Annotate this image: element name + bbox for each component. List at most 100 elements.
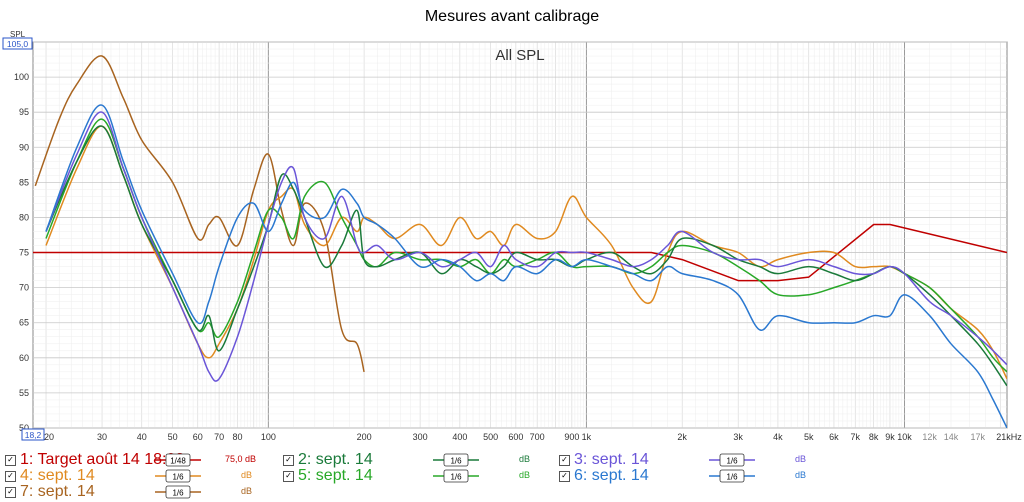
x-tick-label: 40 (137, 432, 147, 442)
legend-smoothing-label: 1/6 (172, 473, 184, 482)
x-tick-label: 4k (773, 432, 783, 442)
x-tick-label: 200 (357, 432, 372, 442)
legend-smoothing-box (165, 469, 191, 483)
x-tick-label: 700 (530, 432, 545, 442)
y-tick-label: 55 (19, 388, 29, 398)
legend-smoothing-label: 1/6 (450, 473, 462, 482)
x-tick-label: 6k (829, 432, 839, 442)
chart-subtitle: All SPL (495, 47, 544, 64)
legend-value: dB (795, 470, 807, 480)
x-tick-label: 400 (452, 432, 467, 442)
legend-label: 2: sept. 14 (298, 451, 373, 468)
legend-value: dB (519, 454, 531, 464)
legend-smoothing-label: 1/6 (172, 489, 184, 498)
y-tick-label: 80 (19, 212, 29, 222)
x-tick-label: 80 (233, 432, 243, 442)
legend-label: 1: Target août 14 18:08 (20, 451, 185, 468)
x-tick-label: 60 (193, 432, 203, 442)
x-tick-label: 70 (214, 432, 224, 442)
legend-item-7: ✓ 7: sept. 14 (5, 483, 95, 500)
legend-checkbox[interactable]: ✓ (283, 470, 294, 482)
legend-smoothing-control[interactable]: 1/6 (155, 485, 201, 499)
legend-smoothing-box (443, 469, 469, 483)
y-tick-label: 90 (19, 142, 29, 152)
legend-checkbox[interactable]: ✓ (5, 470, 16, 482)
y-tick-label: 95 (19, 107, 29, 117)
legend-value: dB (241, 470, 253, 480)
legend-item-5: ✓ 5: sept. 14 (283, 467, 373, 484)
legend-smoothing-control[interactable]: 1/6 (709, 469, 755, 483)
x-tick-label: 1k (582, 432, 592, 442)
y-tick-label: 75 (19, 248, 29, 258)
chart-title: Mesures avant calibrage (424, 8, 600, 25)
legend-smoothing-box (719, 469, 745, 483)
x-tick-label: 8k (869, 432, 879, 442)
y-tick-label: 85 (19, 177, 29, 187)
legend-label: 5: sept. 14 (298, 467, 373, 484)
legend-value: dB (795, 454, 807, 464)
x-tick-label: 900 (564, 432, 579, 442)
y-axis-label: SPL (10, 30, 26, 39)
x-left-value: 18,2 (25, 430, 42, 440)
legend-value: 75,0 dB (225, 454, 257, 464)
y-tick-label: 65 (19, 318, 29, 328)
x-tick-label: 100 (261, 432, 276, 442)
legend-item-2: ✓ 2: sept. 14 (283, 451, 373, 468)
legend-label: 4: sept. 14 (20, 467, 95, 484)
legend-smoothing-control[interactable]: 1/6 (155, 469, 201, 483)
legend-smoothing-control[interactable]: 1/6 (709, 453, 755, 467)
legend-smoothing-label: 1/6 (726, 473, 738, 482)
y-top-box (2, 37, 33, 50)
x-tick-label: 500 (483, 432, 498, 442)
x-tick-label: 3k (733, 432, 743, 442)
legend-smoothing-label: 1/6 (450, 457, 462, 466)
x-tick-label: 20 (44, 432, 54, 442)
legend-label: 7: sept. 14 (20, 483, 95, 500)
legend-checkbox[interactable]: ✓ (283, 454, 294, 466)
series-line-4 (45, 125, 1007, 380)
series-layer (33, 55, 1007, 428)
legend-smoothing-control[interactable]: 1/6 (433, 453, 479, 467)
legend-smoothing-box (165, 485, 191, 499)
legend-smoothing-box (165, 453, 191, 467)
x-left-box (21, 428, 45, 441)
legend-label: 6: sept. 14 (574, 467, 649, 484)
x-tick-label: 50 (168, 432, 178, 442)
legend-smoothing-label: 1/6 (726, 457, 738, 466)
legend-smoothing-control[interactable]: 1/6 (433, 469, 479, 483)
legend-smoothing-control[interactable]: 1/48 (155, 453, 201, 467)
legend-checkbox[interactable]: ✓ (5, 454, 16, 466)
x-tick-label: 600 (508, 432, 523, 442)
legend-checkbox[interactable]: ✓ (5, 486, 16, 498)
series-line-2 (45, 125, 1007, 387)
x-tick-label: 5k (804, 432, 814, 442)
legend-smoothing-label: 1/48 (170, 457, 186, 466)
series-line-5 (45, 118, 1007, 373)
legend-value: dB (519, 470, 531, 480)
legend-smoothing-box (443, 453, 469, 467)
y-tick-label: 60 (19, 353, 29, 363)
y-tick-label: 70 (19, 283, 29, 293)
legend-checkbox[interactable]: ✓ (559, 470, 570, 482)
series-line-7 (34, 55, 365, 373)
x-tick-label: 10k (897, 432, 912, 442)
x-tick-label: 30 (97, 432, 107, 442)
x-tick-label: 17k (971, 432, 986, 442)
legend-item-6: ✓ 6: sept. 14 (559, 467, 649, 484)
y-top-value: 105,0 (7, 39, 29, 49)
x-tick-label: 9k (885, 432, 895, 442)
legend-value: dB (241, 486, 253, 496)
x-tick-label: 12k (922, 432, 937, 442)
legend-checkbox[interactable]: ✓ (559, 454, 570, 466)
x-tick-label: 7k (850, 432, 860, 442)
y-tick-label: 50 (19, 423, 29, 433)
legend-label: 3: sept. 14 (574, 451, 649, 468)
y-tick-label: 100 (14, 72, 29, 82)
legend-smoothing-box (719, 453, 745, 467)
legend-item-1: ✓ 1: Target août 14 18:08 (5, 451, 185, 468)
legend-item-3: ✓ 3: sept. 14 (559, 451, 649, 468)
x-tick-label: 2k (677, 432, 687, 442)
legend-item-4: ✓ 4: sept. 14 (5, 467, 95, 484)
